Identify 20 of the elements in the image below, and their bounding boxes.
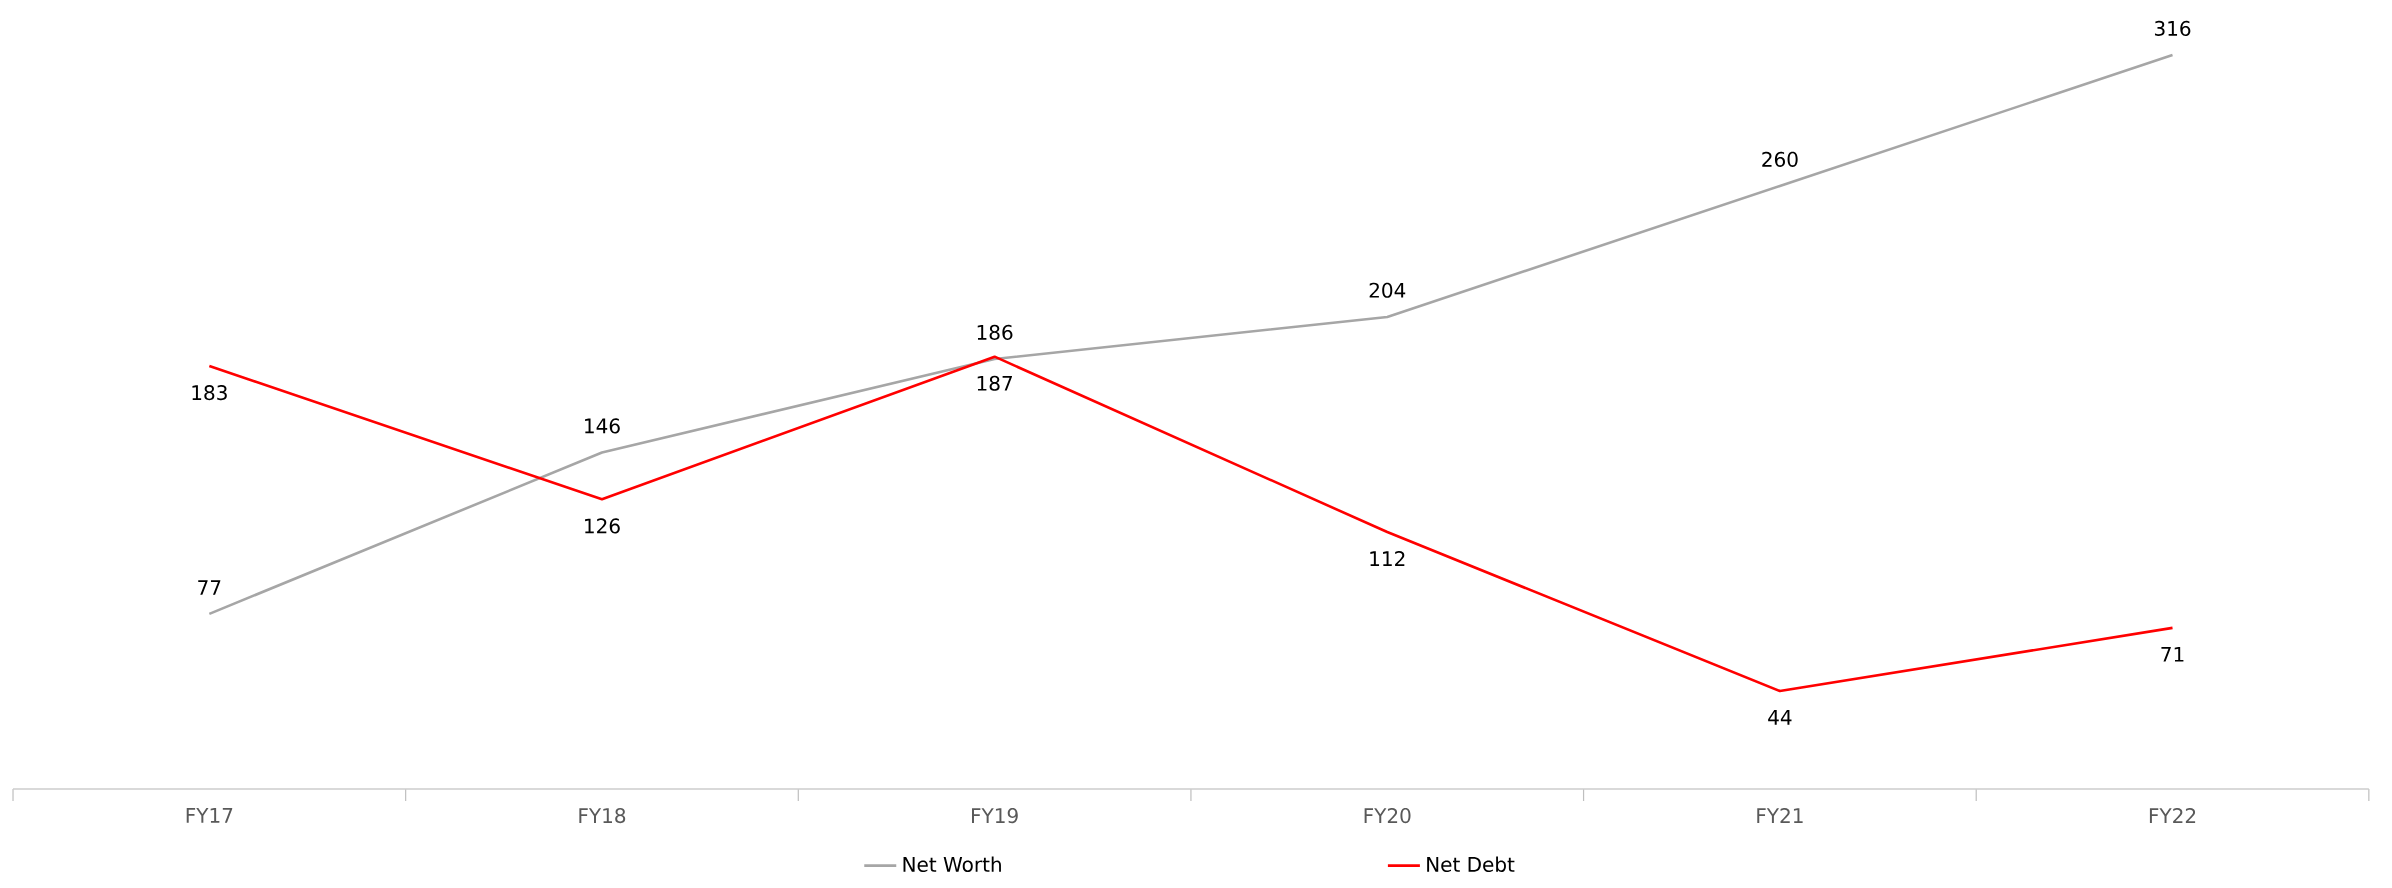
data-label: 183 <box>192 385 227 401</box>
data-label: 146 <box>585 418 620 434</box>
data-label: 186 <box>977 324 1013 340</box>
x-tick-label: FY21 <box>1757 808 1803 823</box>
data-label: 204 <box>1369 282 1406 298</box>
x-tick-label: FY17 <box>186 808 233 823</box>
data-label: 187 <box>977 375 1012 391</box>
data-label: 112 <box>1370 551 1405 566</box>
data-label: 260 <box>1762 151 1798 167</box>
data-label: 77 <box>198 580 221 595</box>
x-tick-label: FY22 <box>2149 808 2196 823</box>
data-label: 71 <box>2161 646 2184 662</box>
x-tick-label: FY18 <box>579 808 626 824</box>
legend-label: Net Worth <box>903 856 1001 872</box>
data-label: 44 <box>1768 710 1792 725</box>
data-label: 126 <box>585 518 620 534</box>
data-label: 316 <box>2154 20 2191 36</box>
legend-label: Net Debt <box>1427 856 1515 872</box>
x-tick-label: FY20 <box>1364 808 1411 824</box>
x-tick-label: FY19 <box>972 808 1018 824</box>
